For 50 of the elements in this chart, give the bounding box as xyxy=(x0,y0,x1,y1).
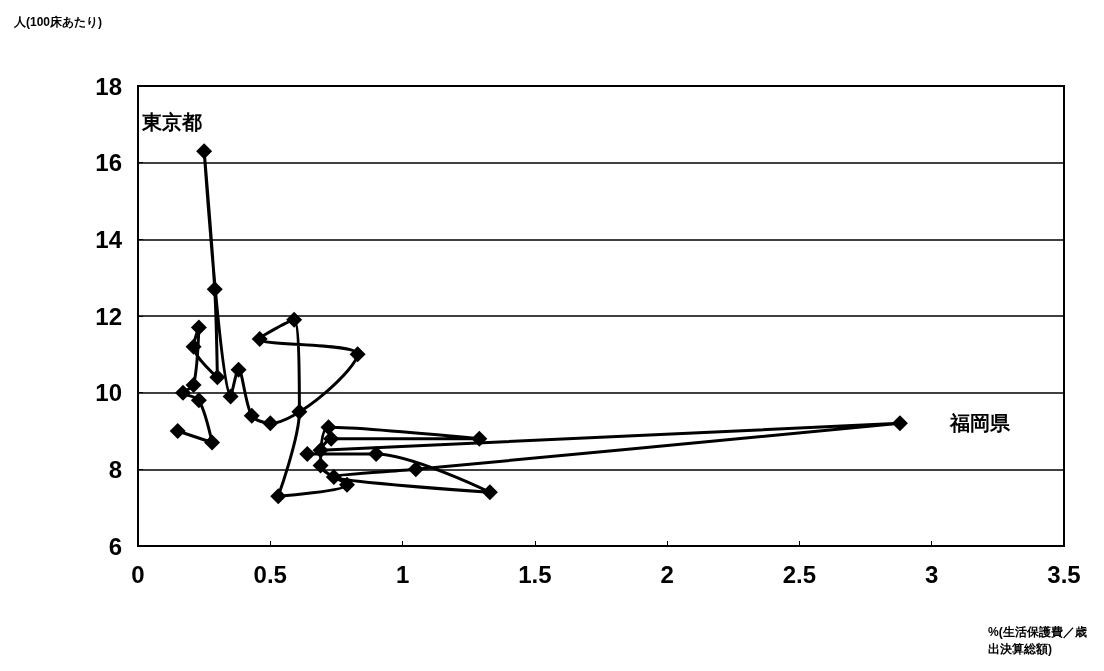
y-axis-title: 人(100床あたり) xyxy=(13,15,103,29)
point xyxy=(230,361,247,378)
point xyxy=(206,281,223,298)
point xyxy=(169,423,186,439)
y-tick-label: 12 xyxy=(95,302,122,330)
point xyxy=(299,446,316,462)
point xyxy=(312,457,329,474)
annotation: 福岡県 xyxy=(948,412,1011,435)
x-tick-label: 3 xyxy=(925,560,939,588)
y-tick-label: 10 xyxy=(95,379,122,407)
point xyxy=(368,446,385,462)
point xyxy=(185,338,202,355)
point xyxy=(286,311,303,328)
x-tick-label: 2 xyxy=(660,560,674,588)
y-tick-label: 6 xyxy=(108,532,122,560)
point xyxy=(312,442,329,459)
y-tick-label: 14 xyxy=(95,225,123,253)
point xyxy=(320,419,337,436)
annotation: 東京都 xyxy=(141,111,203,134)
x-axis-title: %(生活保護費／歳出決算総額) xyxy=(988,624,1087,656)
point xyxy=(325,469,342,485)
y-tick-label: 18 xyxy=(95,72,122,100)
point xyxy=(323,430,340,447)
x-tick-label: 0 xyxy=(131,560,145,588)
point xyxy=(891,415,908,432)
x-tick-label: 0.5 xyxy=(253,560,287,588)
point xyxy=(339,476,356,493)
y-tick-label: 8 xyxy=(108,455,122,483)
point xyxy=(407,461,424,478)
point xyxy=(209,369,226,386)
point xyxy=(251,331,268,347)
x-tick-label: 3.5 xyxy=(1047,560,1081,588)
point xyxy=(291,403,308,420)
x-tick-label: 1.5 xyxy=(518,560,552,588)
point xyxy=(349,346,366,363)
y-tick-label: 16 xyxy=(95,149,122,177)
x-tick-label: 1 xyxy=(395,560,410,588)
point xyxy=(174,384,191,401)
point xyxy=(204,434,221,451)
point xyxy=(262,415,279,432)
point xyxy=(185,377,202,393)
x-tick-label: 2.5 xyxy=(782,560,817,588)
point xyxy=(190,392,207,409)
point xyxy=(222,388,239,405)
point xyxy=(243,407,260,424)
point xyxy=(270,488,287,505)
point xyxy=(481,484,498,501)
point xyxy=(196,143,213,160)
point xyxy=(471,430,488,447)
point xyxy=(190,319,207,336)
